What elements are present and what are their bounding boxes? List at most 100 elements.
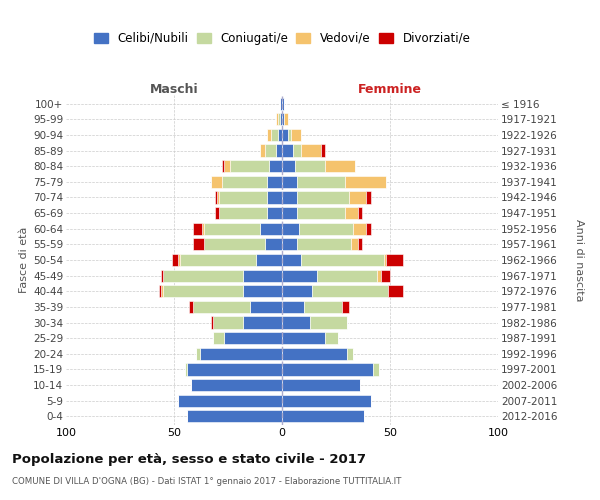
Bar — [373, 364, 379, 376]
Bar — [344, 207, 358, 219]
Bar — [278, 113, 280, 126]
Bar — [230, 160, 269, 172]
Bar — [310, 316, 347, 328]
Bar — [178, 394, 282, 407]
Bar — [382, 270, 390, 281]
Bar — [193, 238, 204, 250]
Bar — [358, 207, 362, 219]
Bar — [284, 113, 289, 126]
Bar — [353, 222, 366, 235]
Bar — [290, 129, 301, 141]
Bar — [243, 285, 282, 298]
Bar — [243, 316, 282, 328]
Bar — [260, 144, 265, 156]
Bar — [301, 144, 321, 156]
Text: Popolazione per età, sesso e stato civile - 2017: Popolazione per età, sesso e stato civil… — [12, 452, 366, 466]
Bar — [282, 160, 295, 172]
Bar — [388, 285, 403, 298]
Bar — [282, 332, 325, 344]
Bar — [163, 285, 243, 298]
Bar — [193, 301, 250, 313]
Bar — [267, 192, 282, 203]
Text: Maschi: Maschi — [149, 83, 199, 96]
Bar — [265, 144, 275, 156]
Bar — [366, 192, 371, 203]
Bar — [196, 348, 200, 360]
Bar — [377, 270, 382, 281]
Bar — [181, 254, 256, 266]
Bar — [189, 301, 193, 313]
Bar — [282, 176, 297, 188]
Bar — [224, 332, 282, 344]
Bar — [282, 254, 301, 266]
Bar — [301, 254, 383, 266]
Bar — [282, 410, 364, 422]
Bar — [220, 207, 267, 219]
Bar — [220, 192, 267, 203]
Bar — [282, 207, 297, 219]
Bar — [280, 113, 282, 126]
Bar — [282, 270, 317, 281]
Bar — [282, 98, 284, 110]
Bar — [282, 379, 360, 391]
Bar — [282, 348, 347, 360]
Bar — [161, 285, 163, 298]
Legend: Celibi/Nubili, Coniugati/e, Vedovi/e, Divorziati/e: Celibi/Nubili, Coniugati/e, Vedovi/e, Di… — [90, 28, 474, 48]
Bar — [267, 176, 282, 188]
Bar — [366, 222, 371, 235]
Bar — [221, 176, 267, 188]
Bar — [243, 270, 282, 281]
Bar — [172, 254, 178, 266]
Bar — [260, 222, 282, 235]
Bar — [191, 379, 282, 391]
Bar — [351, 238, 358, 250]
Bar — [297, 192, 349, 203]
Bar — [317, 270, 377, 281]
Bar — [204, 238, 265, 250]
Bar — [278, 129, 282, 141]
Bar — [325, 160, 355, 172]
Bar — [293, 144, 301, 156]
Bar — [383, 254, 386, 266]
Bar — [271, 129, 278, 141]
Bar — [282, 364, 373, 376]
Bar — [224, 160, 230, 172]
Bar — [282, 285, 312, 298]
Bar — [163, 270, 243, 281]
Text: Femmine: Femmine — [358, 83, 422, 96]
Bar — [282, 192, 297, 203]
Bar — [185, 364, 187, 376]
Bar — [358, 238, 362, 250]
Bar — [161, 270, 163, 281]
Bar — [221, 160, 224, 172]
Bar — [275, 144, 282, 156]
Bar — [187, 410, 282, 422]
Bar — [325, 332, 338, 344]
Bar — [295, 160, 325, 172]
Bar — [215, 207, 220, 219]
Bar — [297, 207, 344, 219]
Bar — [344, 176, 386, 188]
Bar — [289, 129, 290, 141]
Bar — [187, 364, 282, 376]
Bar — [282, 394, 371, 407]
Bar — [213, 316, 243, 328]
Bar — [215, 192, 217, 203]
Bar — [178, 254, 181, 266]
Bar — [304, 301, 343, 313]
Bar — [217, 192, 220, 203]
Bar — [267, 129, 271, 141]
Bar — [282, 238, 297, 250]
Bar — [347, 348, 353, 360]
Bar — [282, 222, 299, 235]
Bar — [312, 285, 388, 298]
Bar — [211, 176, 221, 188]
Bar — [349, 192, 366, 203]
Bar — [211, 316, 213, 328]
Bar — [267, 207, 282, 219]
Bar — [299, 222, 353, 235]
Bar — [282, 316, 310, 328]
Bar — [202, 222, 204, 235]
Bar — [321, 144, 325, 156]
Bar — [275, 113, 278, 126]
